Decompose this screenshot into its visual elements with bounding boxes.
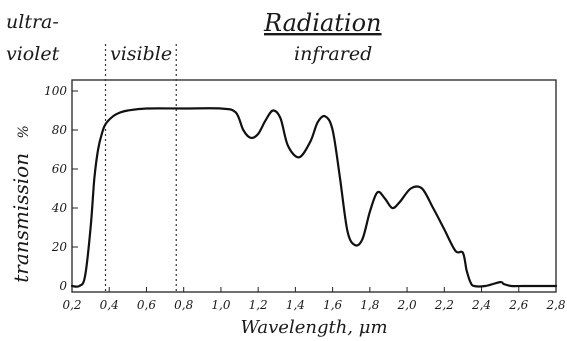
- y-tick-label: 80: [52, 123, 68, 137]
- y-tick-label: 60: [52, 162, 68, 176]
- x-tick-label: 2,2: [434, 298, 454, 312]
- y-axis-unit: %: [16, 125, 32, 138]
- x-tick-label: 1,0: [211, 298, 230, 312]
- x-tick-label: 1,2: [249, 298, 268, 312]
- region-label-visible: visible: [110, 43, 172, 65]
- y-tick-label: 0: [59, 279, 67, 293]
- x-tick-label: 2,6: [508, 298, 528, 312]
- x-tick-label: 0,8: [174, 298, 193, 312]
- x-tick-label: 1,8: [360, 298, 379, 312]
- plot-frame: [71, 79, 557, 293]
- y-tick-label: 40: [51, 201, 68, 215]
- x-tick-label: 0,2: [62, 298, 81, 312]
- region-label-ultraviolet-line1: ultra-: [6, 11, 59, 33]
- region-label-infrared: infrared: [294, 43, 372, 65]
- x-tick-label: 0,6: [137, 298, 156, 312]
- x-tick-label: 1,4: [286, 298, 305, 312]
- x-axis-label: Wavelength, μm: [240, 317, 387, 338]
- x-tick-label: 2,4: [471, 298, 491, 312]
- y-axis-label-text: transmission: [9, 153, 33, 283]
- x-tick-label: 0,4: [100, 298, 119, 312]
- transmission-curve: [70, 107, 558, 288]
- y-tick-label: 100: [44, 84, 67, 98]
- x-tick-label: 2,8: [545, 298, 565, 312]
- y-tick-label: 20: [51, 240, 68, 254]
- y-axis-label: transmission %: [9, 125, 33, 283]
- x-tick-label: 2,0: [397, 298, 417, 312]
- region-label-ultraviolet-line2: violet: [6, 43, 60, 65]
- x-tick-label: 1,6: [323, 298, 342, 312]
- chart-title: Radiation: [263, 9, 382, 37]
